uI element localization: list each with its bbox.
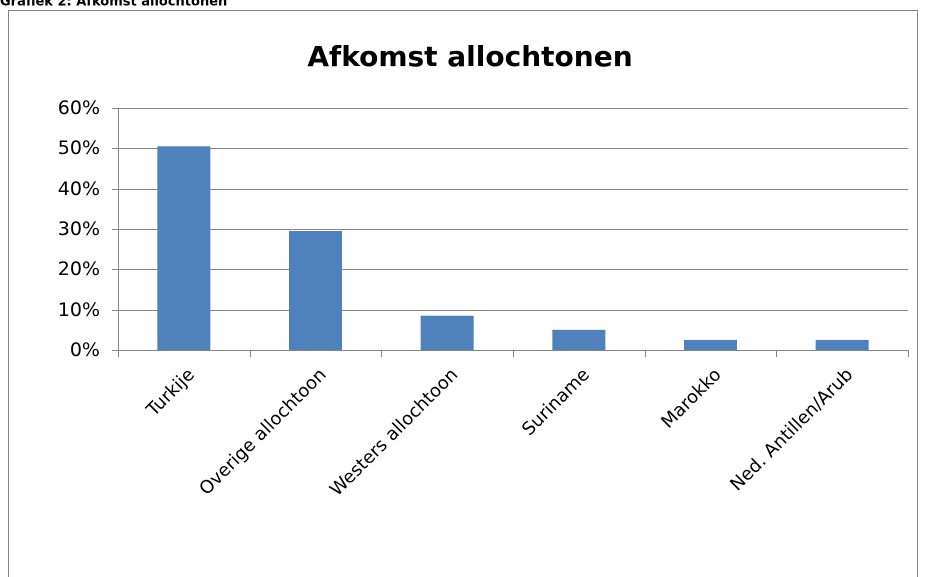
y-tick-label: 40% — [58, 178, 100, 200]
y-tick-label: 30% — [58, 218, 100, 240]
bar — [157, 146, 211, 350]
y-tick-label: 10% — [58, 299, 100, 321]
bar — [684, 339, 737, 350]
y-tick-label: 50% — [58, 137, 100, 159]
y-tick-label: 20% — [58, 258, 100, 280]
bar — [420, 315, 474, 350]
bar — [289, 231, 342, 350]
y-tick-label: 0% — [70, 339, 100, 361]
bar — [552, 329, 606, 350]
y-tick-label: 60% — [58, 97, 100, 119]
caption: Grafiek 2: Afkomst allochtonen — [0, 0, 227, 10]
chart-frame — [8, 10, 918, 577]
chart-title: Afkomst allochtonen — [307, 40, 632, 73]
bar — [815, 339, 869, 350]
